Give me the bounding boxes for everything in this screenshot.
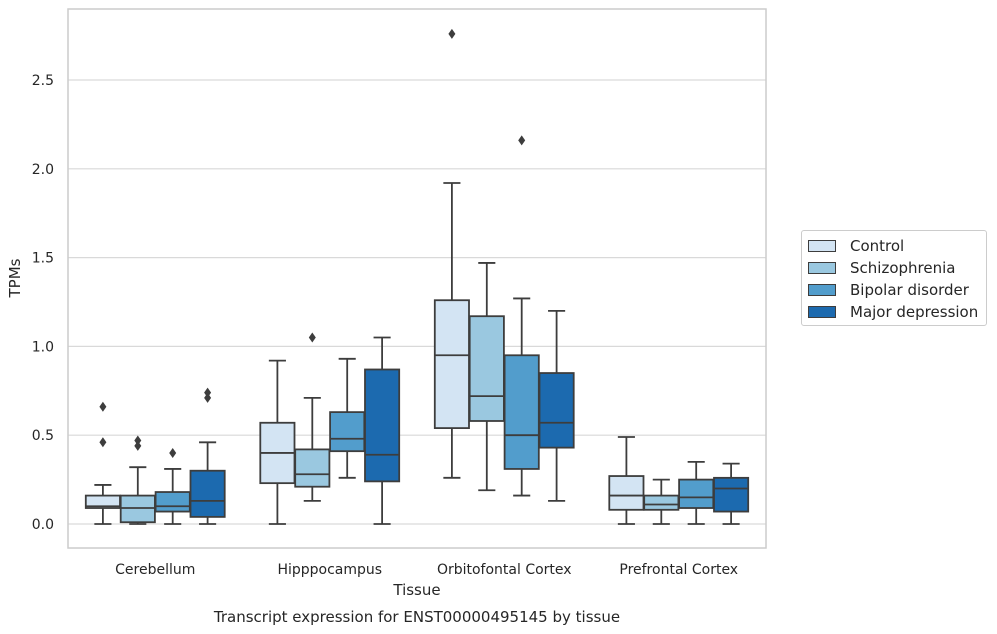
legend-item-bipolar-disorder: Bipolar disorder — [808, 280, 969, 300]
box-group — [294, 332, 331, 502]
outlier-point — [448, 28, 456, 39]
box-iqr — [643, 494, 680, 511]
box-group — [84, 401, 121, 525]
box-group — [259, 359, 296, 525]
legend-item-major-depression: Major depression — [808, 302, 978, 322]
y-tick-label: 0.0 — [32, 517, 54, 533]
box-series-group — [84, 28, 750, 525]
legend-item-control: Control — [808, 236, 904, 256]
plot-frame — [67, 8, 767, 549]
gridlines — [68, 79, 766, 525]
x-axis-label: Tissue — [392, 581, 440, 599]
box-group — [713, 462, 750, 525]
box-iqr — [189, 469, 226, 518]
box-iqr — [433, 299, 470, 429]
y-tick-label: 2.0 — [32, 162, 54, 178]
y-tick-labels: 0.0 0.5 1.0 1.5 2.0 2.5 — [32, 73, 54, 533]
y-axis-label: TPMs — [6, 258, 24, 298]
box-group — [329, 357, 366, 479]
y-tick-label: 0.5 — [32, 428, 54, 444]
legend-swatch-major-depression — [808, 306, 836, 318]
box-iqr — [294, 448, 331, 488]
box-group — [503, 135, 540, 497]
legend-label-control: Control — [850, 237, 905, 255]
legend: Control Schizophrenia Bipolar disorder M… — [801, 230, 987, 326]
box-iqr — [713, 476, 750, 513]
outlier-point — [169, 447, 177, 458]
box-iqr — [364, 368, 401, 483]
box-iqr — [468, 315, 505, 422]
outlier-point — [308, 332, 316, 343]
box-iqr — [678, 478, 715, 509]
legend-label-major-depression: Major depression — [850, 303, 979, 321]
outlier-point — [99, 401, 107, 412]
outlier-point — [134, 435, 142, 446]
box-group — [364, 336, 401, 525]
legend-swatch-bipolar-disorder — [808, 284, 836, 296]
outlier-point — [518, 135, 526, 146]
box-group — [154, 447, 191, 525]
box-iqr — [538, 372, 575, 449]
box-iqr — [329, 411, 366, 453]
legend-swatch-control — [808, 240, 836, 252]
box-group — [433, 28, 470, 479]
y-tick-label: 2.5 — [32, 73, 54, 89]
box-group — [189, 387, 226, 525]
x-tick-label: Hipppocampus — [277, 562, 382, 578]
box-group — [608, 436, 645, 525]
legend-label-schizophrenia: Schizophrenia — [850, 259, 956, 277]
outlier-point — [204, 392, 212, 403]
y-tick-label: 1.0 — [32, 339, 54, 355]
box-group — [119, 435, 156, 525]
legend-label-bipolar-disorder: Bipolar disorder — [850, 281, 969, 299]
box-group — [468, 262, 505, 492]
chart-title: Transcript expression for ENST0000049514… — [213, 608, 620, 626]
outlier-point — [204, 387, 212, 398]
x-tick-labels: Cerebellum Hipppocampus Orbitofontal Corte… — [115, 562, 738, 578]
box-iqr — [608, 475, 645, 511]
box-iqr — [154, 491, 191, 513]
box-group — [643, 478, 680, 525]
outlier-point — [99, 437, 107, 448]
box-group — [538, 309, 575, 502]
box-group — [678, 460, 715, 525]
y-tick-label: 1.5 — [32, 251, 54, 267]
x-tick-label: Cerebellum — [115, 562, 195, 578]
outlier-point — [134, 440, 142, 451]
legend-item-schizophrenia: Schizophrenia — [808, 258, 955, 278]
x-tick-label: Orbitofontal Cortex — [437, 562, 572, 578]
x-tick-label: Prefrontal Cortex — [619, 562, 738, 578]
box-iqr — [503, 354, 540, 470]
legend-swatch-schizophrenia — [808, 262, 836, 274]
